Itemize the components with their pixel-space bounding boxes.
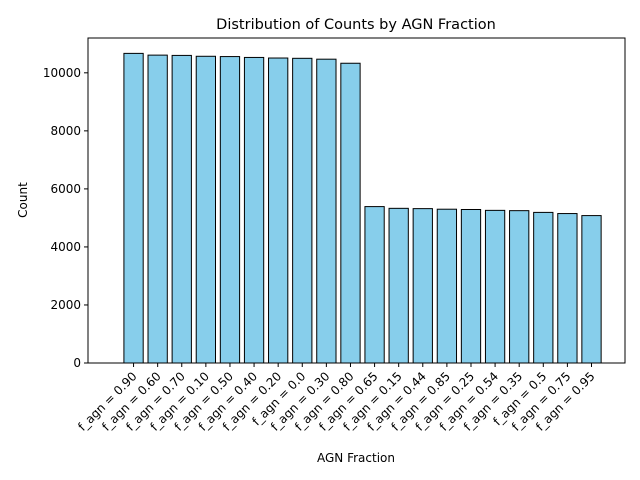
bar-2 bbox=[171, 54, 192, 364]
bar-5 bbox=[243, 56, 265, 364]
bar-9 bbox=[340, 62, 361, 364]
y-tick-label: 8000 bbox=[50, 124, 81, 138]
bars-group bbox=[123, 52, 602, 364]
axes-frame bbox=[87, 37, 626, 364]
bar-18 bbox=[557, 213, 578, 364]
bar-7 bbox=[292, 57, 313, 364]
bar-17 bbox=[533, 211, 554, 364]
bar-11 bbox=[388, 207, 409, 364]
bar-3 bbox=[195, 55, 217, 364]
bar-6 bbox=[268, 57, 289, 364]
bar-15 bbox=[484, 209, 506, 364]
bar-0 bbox=[123, 52, 144, 364]
x-axis-label: AGN Fraction bbox=[317, 451, 395, 465]
bar-4 bbox=[219, 56, 241, 364]
bar-14 bbox=[460, 208, 482, 364]
y-axis-label: Count bbox=[16, 182, 30, 218]
bar-19 bbox=[581, 215, 602, 364]
y-tick-label: 10000 bbox=[43, 66, 81, 80]
chart-title: Distribution of Counts by AGN Fraction bbox=[216, 17, 496, 33]
x-axis-ticks: f_agn = 0.90f_agn = 0.60f_agn = 0.70f_ag… bbox=[75, 363, 598, 434]
bar-1 bbox=[147, 54, 168, 364]
y-tick-label: 6000 bbox=[50, 182, 81, 196]
y-tick-label: 2000 bbox=[50, 298, 81, 312]
bar-16 bbox=[509, 210, 530, 364]
y-tick-label: 4000 bbox=[50, 240, 81, 254]
bar-10 bbox=[364, 206, 385, 364]
bar-13 bbox=[436, 208, 458, 364]
bar-12 bbox=[412, 208, 433, 364]
bar-8 bbox=[316, 58, 337, 364]
y-tick-label: 0 bbox=[73, 356, 81, 370]
y-axis-ticks: 0 2000 4000 6000 8000 10000 bbox=[43, 66, 88, 370]
